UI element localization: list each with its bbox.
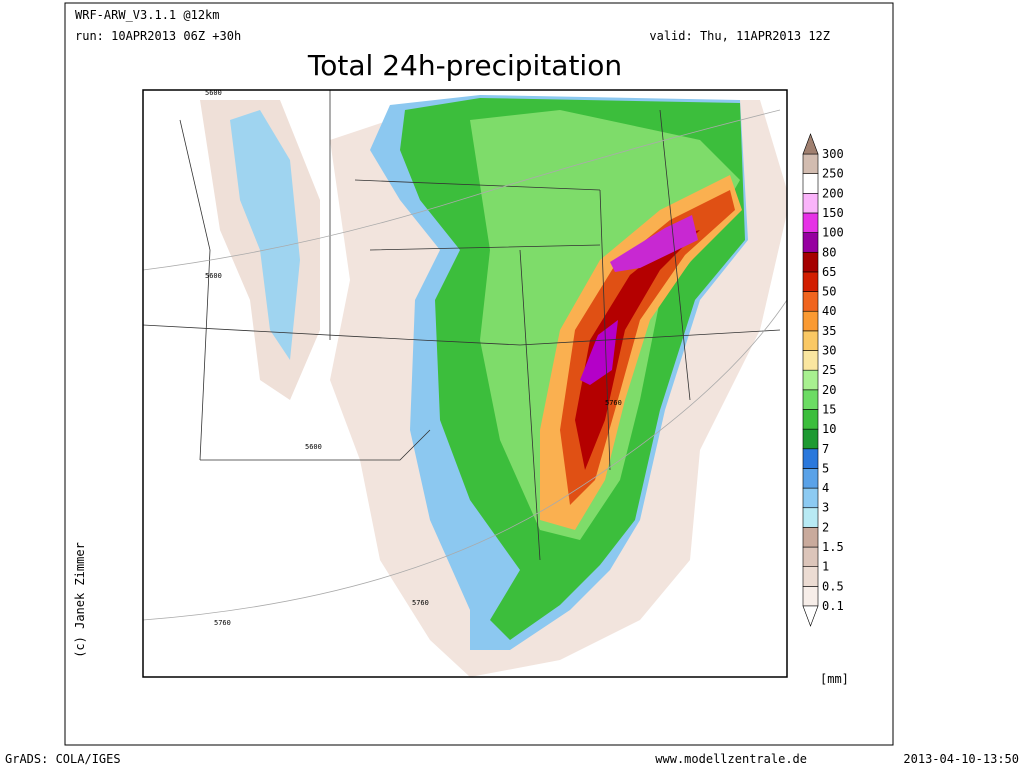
legend-label: 65 [822,265,836,279]
legend-label: 10 [822,422,836,436]
legend-label: 4 [822,481,829,495]
legend-label: 0.1 [822,599,844,613]
unit-label: [mm] [820,672,849,686]
legend-label: 50 [822,285,836,299]
color-swatch [802,507,819,528]
legend-label: 20 [822,383,836,397]
color-swatch [802,330,819,351]
legend-label: 7 [822,442,829,456]
legend-label: 200 [822,186,844,200]
map: 5600 5600 5600 5760 5760 5760 [143,89,787,677]
legend-label: 3 [822,501,829,515]
color-swatch [802,468,819,489]
color-swatch [802,448,819,469]
legend-label: 15 [822,402,836,416]
map-frame [142,89,788,678]
contour-label: 5600 [205,89,222,97]
color-swatch [802,212,819,233]
legend-label: 2 [822,520,829,534]
legend-label: 150 [822,206,844,220]
valid-label: valid: Thu, 11APR2013 12Z [649,29,830,43]
color-swatch [802,428,819,450]
color-swatch [802,271,819,292]
legend-label: 1 [822,560,829,574]
color-swatch [802,133,819,155]
color-swatch [802,310,819,332]
legend-label: 0.5 [822,579,844,593]
color-swatch [802,291,819,312]
contour-label: 5600 [305,443,322,451]
color-swatch [802,487,819,509]
colorbar: 0.1 0.5 1 1.5 2 3 4 5 7 10 15 20 25 30 35 40 50 65 80 100 15… [802,133,844,627]
color-swatch [802,369,819,391]
title: Total 24h-precipitation [307,49,622,82]
software-credit: GrADS: COLA/IGES [5,752,121,766]
color-swatch [802,605,819,627]
color-swatch [802,566,819,587]
color-swatch [802,232,819,253]
color-swatch [802,586,819,607]
contour-label: 5760 [605,399,622,407]
color-swatch [802,350,819,371]
contour-label: 5600 [205,272,222,280]
legend-label: 250 [822,167,844,181]
legend-label: 80 [822,245,836,259]
outer-frame [64,2,894,746]
model-label: WRF-ARW_V3.1.1 @12km [75,8,220,22]
legend-label: 25 [822,363,836,377]
color-swatch [802,193,819,214]
contour-label: 5760 [412,599,429,607]
contour-label: 5760 [214,619,231,627]
legend-label: 100 [822,226,844,240]
color-swatch [802,153,819,174]
author-credit: (c) Janek Zimmer [73,542,87,658]
legend-label: 40 [822,304,836,318]
color-swatch [802,527,819,548]
run-label: run: 10APR2013 06Z +30h [75,29,241,43]
legend-label: 35 [822,324,836,338]
timestamp: 2013-04-10-13:50 [903,752,1019,766]
legend-label: 300 [822,147,844,161]
color-swatch [802,251,819,273]
color-swatch [802,409,819,430]
legend-label: 5 [822,461,829,475]
color-swatch [802,173,819,194]
legend-label: 30 [822,344,836,358]
site-credit: www.modellzentrale.de [655,752,807,766]
legend-label: 1.5 [822,540,844,554]
color-swatch [802,546,819,567]
color-swatch [802,389,819,410]
